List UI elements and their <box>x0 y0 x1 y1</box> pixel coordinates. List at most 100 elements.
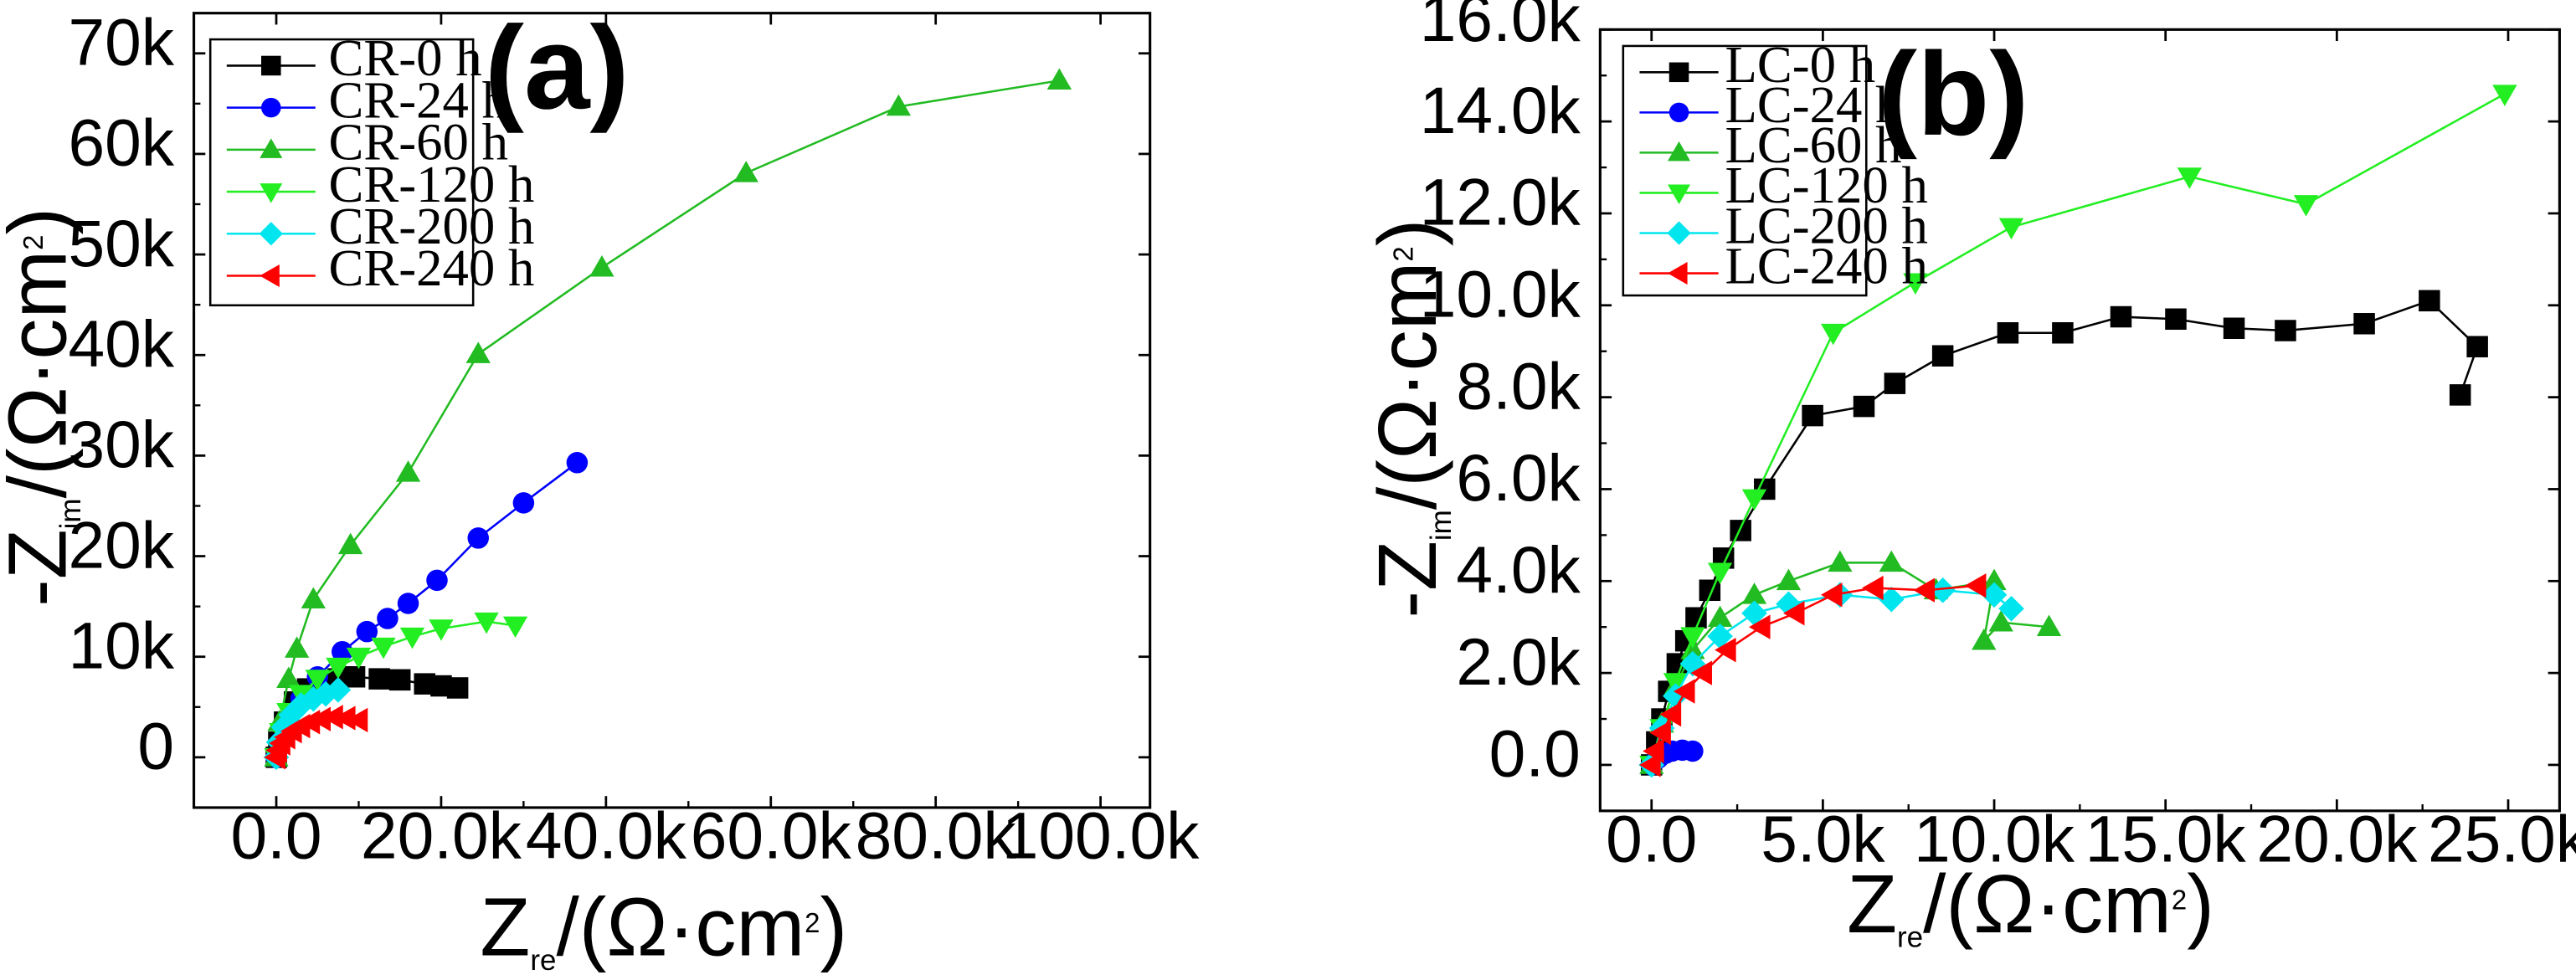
legend-item: LC-24 h <box>1639 75 1902 134</box>
legend-item: CR-0 h <box>226 28 482 87</box>
y-tick-label: 4.0k <box>1456 533 1581 607</box>
series-lc-240-h <box>1639 573 1987 777</box>
data-point <box>397 593 419 614</box>
data-point <box>1972 629 1997 650</box>
legend-marker <box>1668 62 1689 83</box>
legend-label: LC-24 h <box>1725 75 1901 134</box>
data-point <box>1715 638 1736 663</box>
data-point <box>446 677 469 699</box>
y-axis-title: -Zim/(Ω·cm2) <box>1361 219 1458 618</box>
data-point <box>1674 679 1695 704</box>
y-tick-label: 70k <box>68 6 174 80</box>
data-point <box>278 702 305 728</box>
data-point <box>2275 320 2296 341</box>
data-point <box>1913 577 1936 603</box>
legend-marker <box>261 55 281 76</box>
data-point <box>1930 577 1956 603</box>
y-tick-label: 12.0k <box>1420 166 1581 239</box>
series-lc-0-h <box>1640 290 2488 776</box>
x-tick-label: 5.0k <box>1761 803 1885 876</box>
legend-label: CR-200 h <box>328 197 534 255</box>
legend-item: LC-200 h <box>1639 196 1928 254</box>
panel-label: (a) <box>485 1 630 133</box>
data-point <box>1964 573 1987 598</box>
data-point <box>502 616 528 639</box>
series-cr-240-h <box>264 705 368 770</box>
legend-label: LC-200 h <box>1725 196 1927 254</box>
data-point <box>1707 605 1733 628</box>
data-point <box>1741 582 1767 604</box>
legend-label: LC-0 h <box>1725 35 1875 94</box>
legend-label: CR-60 h <box>328 113 508 172</box>
data-point <box>305 670 330 691</box>
data-point <box>2177 167 2203 189</box>
series-cr-120-h <box>264 612 528 770</box>
data-point <box>1046 68 1072 90</box>
x-axis-title: Zre/(Ω·cm2) <box>480 880 847 975</box>
data-point <box>395 460 421 482</box>
data-point <box>1981 582 2008 608</box>
data-point <box>1741 600 1767 627</box>
data-point <box>346 707 368 733</box>
x-tick-label: 0.0 <box>230 799 321 873</box>
y-tick-label: 14.0k <box>1420 74 1581 147</box>
legend-label: CR-24 h <box>328 70 508 129</box>
legend-label: CR-240 h <box>328 239 534 297</box>
data-point <box>2223 317 2245 340</box>
legend-item: CR-240 h <box>226 239 534 297</box>
y-axis-title: -Zim/(Ω·cm2) <box>0 208 87 607</box>
legend-item: LC-240 h <box>1639 236 1928 295</box>
data-point <box>276 666 301 688</box>
data-point <box>399 627 425 649</box>
data-point <box>284 636 310 658</box>
legend-label: LC-240 h <box>1725 236 1927 295</box>
data-point <box>2293 195 2319 217</box>
series-cr-200-h <box>263 677 352 771</box>
data-point <box>301 587 326 609</box>
legend-label: CR-0 h <box>328 28 481 87</box>
legend-item: LC-120 h <box>1639 156 1928 214</box>
data-point <box>1730 520 1751 541</box>
data-point <box>566 452 589 474</box>
data-point <box>337 532 363 555</box>
x-tick-label: 25.0k <box>2428 803 2576 876</box>
data-point <box>1853 395 1875 418</box>
y-tick-label: 8.0k <box>1456 349 1581 423</box>
data-point <box>377 608 398 629</box>
data-point <box>733 161 758 182</box>
data-point <box>368 668 390 690</box>
legend-item: CR-120 h <box>226 155 534 213</box>
data-point <box>426 569 448 592</box>
data-point <box>1649 720 1671 746</box>
data-point <box>1862 575 1884 601</box>
data-point <box>1659 701 1682 727</box>
legend-item: CR-60 h <box>226 113 508 172</box>
legend-marker <box>1667 221 1691 245</box>
data-point <box>1828 550 1853 572</box>
y-tick-label: 10.0k <box>1420 258 1581 331</box>
data-point <box>465 341 491 363</box>
legend-item: LC-60 h <box>1639 115 1902 174</box>
y-tick-label: 0 <box>137 710 174 783</box>
y-tick-label: 2.0k <box>1456 625 1581 699</box>
legend-marker <box>1668 102 1689 123</box>
data-point <box>1997 321 2019 344</box>
data-point <box>1998 218 2024 240</box>
x-tick-label: 80.0k <box>856 799 1017 873</box>
y-tick-label: 0.0 <box>1489 717 1581 791</box>
legend-label: CR-120 h <box>328 155 534 213</box>
x-tick-label: 20.0k <box>361 799 522 873</box>
legend-item: CR-200 h <box>226 197 534 255</box>
chart-panel-b: 0.0 5.0k 10.0k 15.0k 20.0k 25.0k0.02.0k4.0k6.… <box>1361 0 2576 954</box>
data-point <box>356 620 378 643</box>
y-tick-label: 16.0k <box>1420 0 1581 55</box>
data-point <box>1639 752 1661 777</box>
data-point <box>2353 313 2375 335</box>
data-point <box>1749 614 1771 639</box>
data-point <box>309 706 332 731</box>
data-point <box>270 714 297 741</box>
legend-marker <box>1668 262 1688 285</box>
data-point <box>1782 601 1805 626</box>
